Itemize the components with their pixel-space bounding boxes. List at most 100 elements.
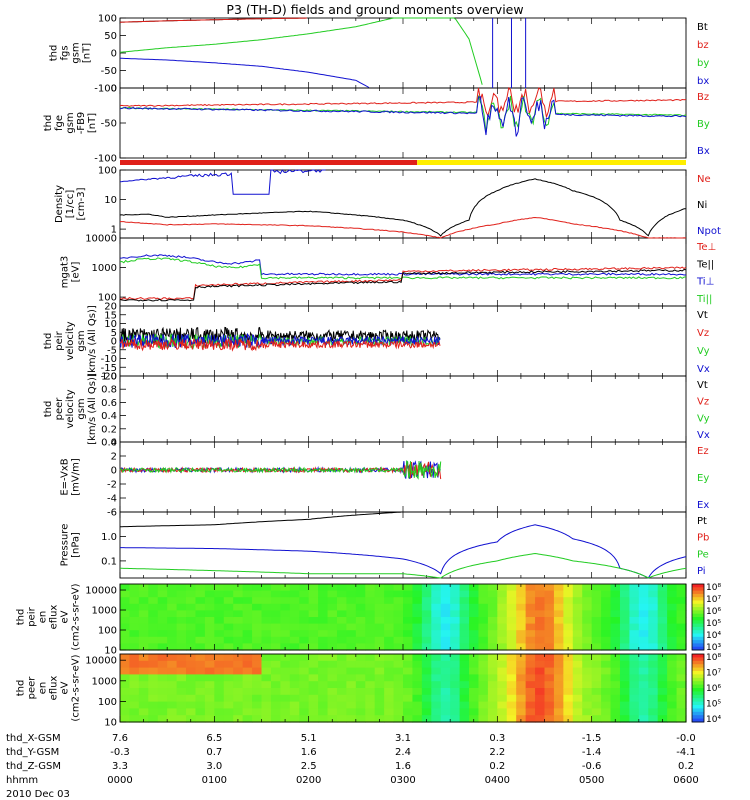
spectrogram-cell <box>469 688 480 696</box>
spectrogram-cell <box>440 688 451 696</box>
spectrogram-cell <box>497 584 508 592</box>
spectrogram-cell <box>648 617 659 625</box>
spectrogram-cell <box>676 660 687 669</box>
spectrogram-cell <box>667 688 678 696</box>
spectrogram-cell <box>601 623 612 631</box>
spectrogram-cell <box>459 643 470 651</box>
spectrogram-cell <box>120 715 131 723</box>
spectrogram-cell <box>336 590 347 598</box>
spectrogram-cell <box>544 623 555 631</box>
spectrogram-cell <box>186 597 197 605</box>
spectrogram-cell <box>487 584 498 592</box>
spectrogram-cell <box>355 660 366 669</box>
spectrogram-cell <box>393 610 404 618</box>
spectrogram-cell <box>289 584 300 592</box>
spectrogram-cell <box>601 660 612 669</box>
spectrogram-cell <box>223 715 234 723</box>
spectrogram-cell <box>336 694 347 703</box>
spectrogram-cell <box>676 610 687 618</box>
spectrogram-cell <box>629 630 640 638</box>
spectrogram-cell <box>138 603 149 611</box>
spectrogram-cell <box>459 654 470 662</box>
spectrogram-cell <box>242 694 253 703</box>
spectrogram-cell <box>563 681 574 689</box>
spectrogram-cell <box>535 694 546 703</box>
spectrogram-cell <box>619 584 630 592</box>
spectrogram-cell <box>336 654 347 662</box>
spectrogram-cell <box>497 590 508 598</box>
spectrogram-cell <box>252 603 263 611</box>
spectrogram-cell <box>299 623 310 631</box>
spectrogram-cell <box>582 667 593 675</box>
y-tick-label: 0.0 <box>101 438 117 449</box>
y-tick-label: 0 <box>111 49 117 60</box>
spectrogram-cell <box>374 654 385 662</box>
legend-entry: Pi <box>697 566 706 577</box>
spectrogram-cell <box>176 654 187 662</box>
spectrogram-cell <box>327 603 338 611</box>
spectrogram-cell <box>280 654 291 662</box>
spectrogram-cell <box>148 694 159 703</box>
legend-entry: Bt <box>697 22 708 33</box>
spectrogram-cell <box>487 701 498 709</box>
spectrogram-cell <box>393 617 404 625</box>
spectrogram-cell <box>327 660 338 669</box>
spectrogram-cell <box>223 630 234 638</box>
spectrogram-cell <box>289 590 300 598</box>
ephemeris-value: 0.2 <box>489 761 505 772</box>
spectrogram-cell <box>270 590 281 598</box>
spectrogram-cell <box>233 701 244 709</box>
spectrogram-cell <box>676 654 687 662</box>
spectrogram-cell <box>129 603 140 611</box>
spectrogram-cell <box>129 715 140 723</box>
spectrogram-cell <box>431 603 442 611</box>
spectrogram-cell <box>384 643 395 651</box>
spectrogram-cell <box>148 660 159 669</box>
spectrogram-cell <box>336 715 347 723</box>
spectrogram-cell <box>657 590 668 598</box>
spectrogram-cell <box>572 701 583 709</box>
spectrogram-cell <box>450 674 461 682</box>
spectrogram-cell <box>318 643 329 651</box>
spectrogram-cell <box>129 681 140 689</box>
spectrogram-cell <box>393 701 404 709</box>
spectrogram-cell <box>318 636 329 644</box>
ephemeris-label: thd_Y-GSM <box>6 747 59 758</box>
legend-entry: Ey <box>697 473 709 484</box>
colorbar-cell <box>692 587 704 592</box>
y-tick-label: 1000 <box>92 263 117 274</box>
y-axis-label-line: [cm-3] <box>76 187 87 220</box>
spectrogram-cell <box>657 603 668 611</box>
spectrogram-cell <box>393 667 404 675</box>
spectrogram-cell <box>601 681 612 689</box>
spectrogram-cell <box>601 715 612 723</box>
spectrogram-cell <box>619 681 630 689</box>
spectrogram-cell <box>308 688 319 696</box>
spectrogram-cell <box>676 630 687 638</box>
spectrogram-cell <box>384 610 395 618</box>
spectrogram-cell <box>544 674 555 682</box>
spectrogram-cell <box>336 681 347 689</box>
spectrogram-cell <box>421 590 432 598</box>
spectrogram-cell <box>638 688 649 696</box>
spectrogram-cell <box>252 617 263 625</box>
ephemeris-value: 1.6 <box>301 747 317 758</box>
spectrogram-cell <box>195 623 206 631</box>
spectrogram-cell <box>252 636 263 644</box>
spectrogram-cell <box>487 681 498 689</box>
y-axis-label-line: (cm2-s-sr-eV) <box>71 654 82 721</box>
spectrogram-cell <box>186 603 197 611</box>
spectrogram-cell <box>336 667 347 675</box>
spectrogram-cell <box>270 674 281 682</box>
spectrogram-cell <box>535 636 546 644</box>
spectrogram-cell <box>346 597 357 605</box>
spectrogram-cell <box>535 654 546 662</box>
spectrogram-cell <box>120 654 131 662</box>
colorbar-tick: 10⁴ <box>706 631 721 641</box>
spectrogram-cell <box>384 694 395 703</box>
spectrogram-cell <box>638 630 649 638</box>
spectrogram-cell <box>638 708 649 716</box>
spectrogram-cell <box>676 688 687 696</box>
spectrogram-cell <box>195 584 206 592</box>
spectrogram-cell <box>487 636 498 644</box>
